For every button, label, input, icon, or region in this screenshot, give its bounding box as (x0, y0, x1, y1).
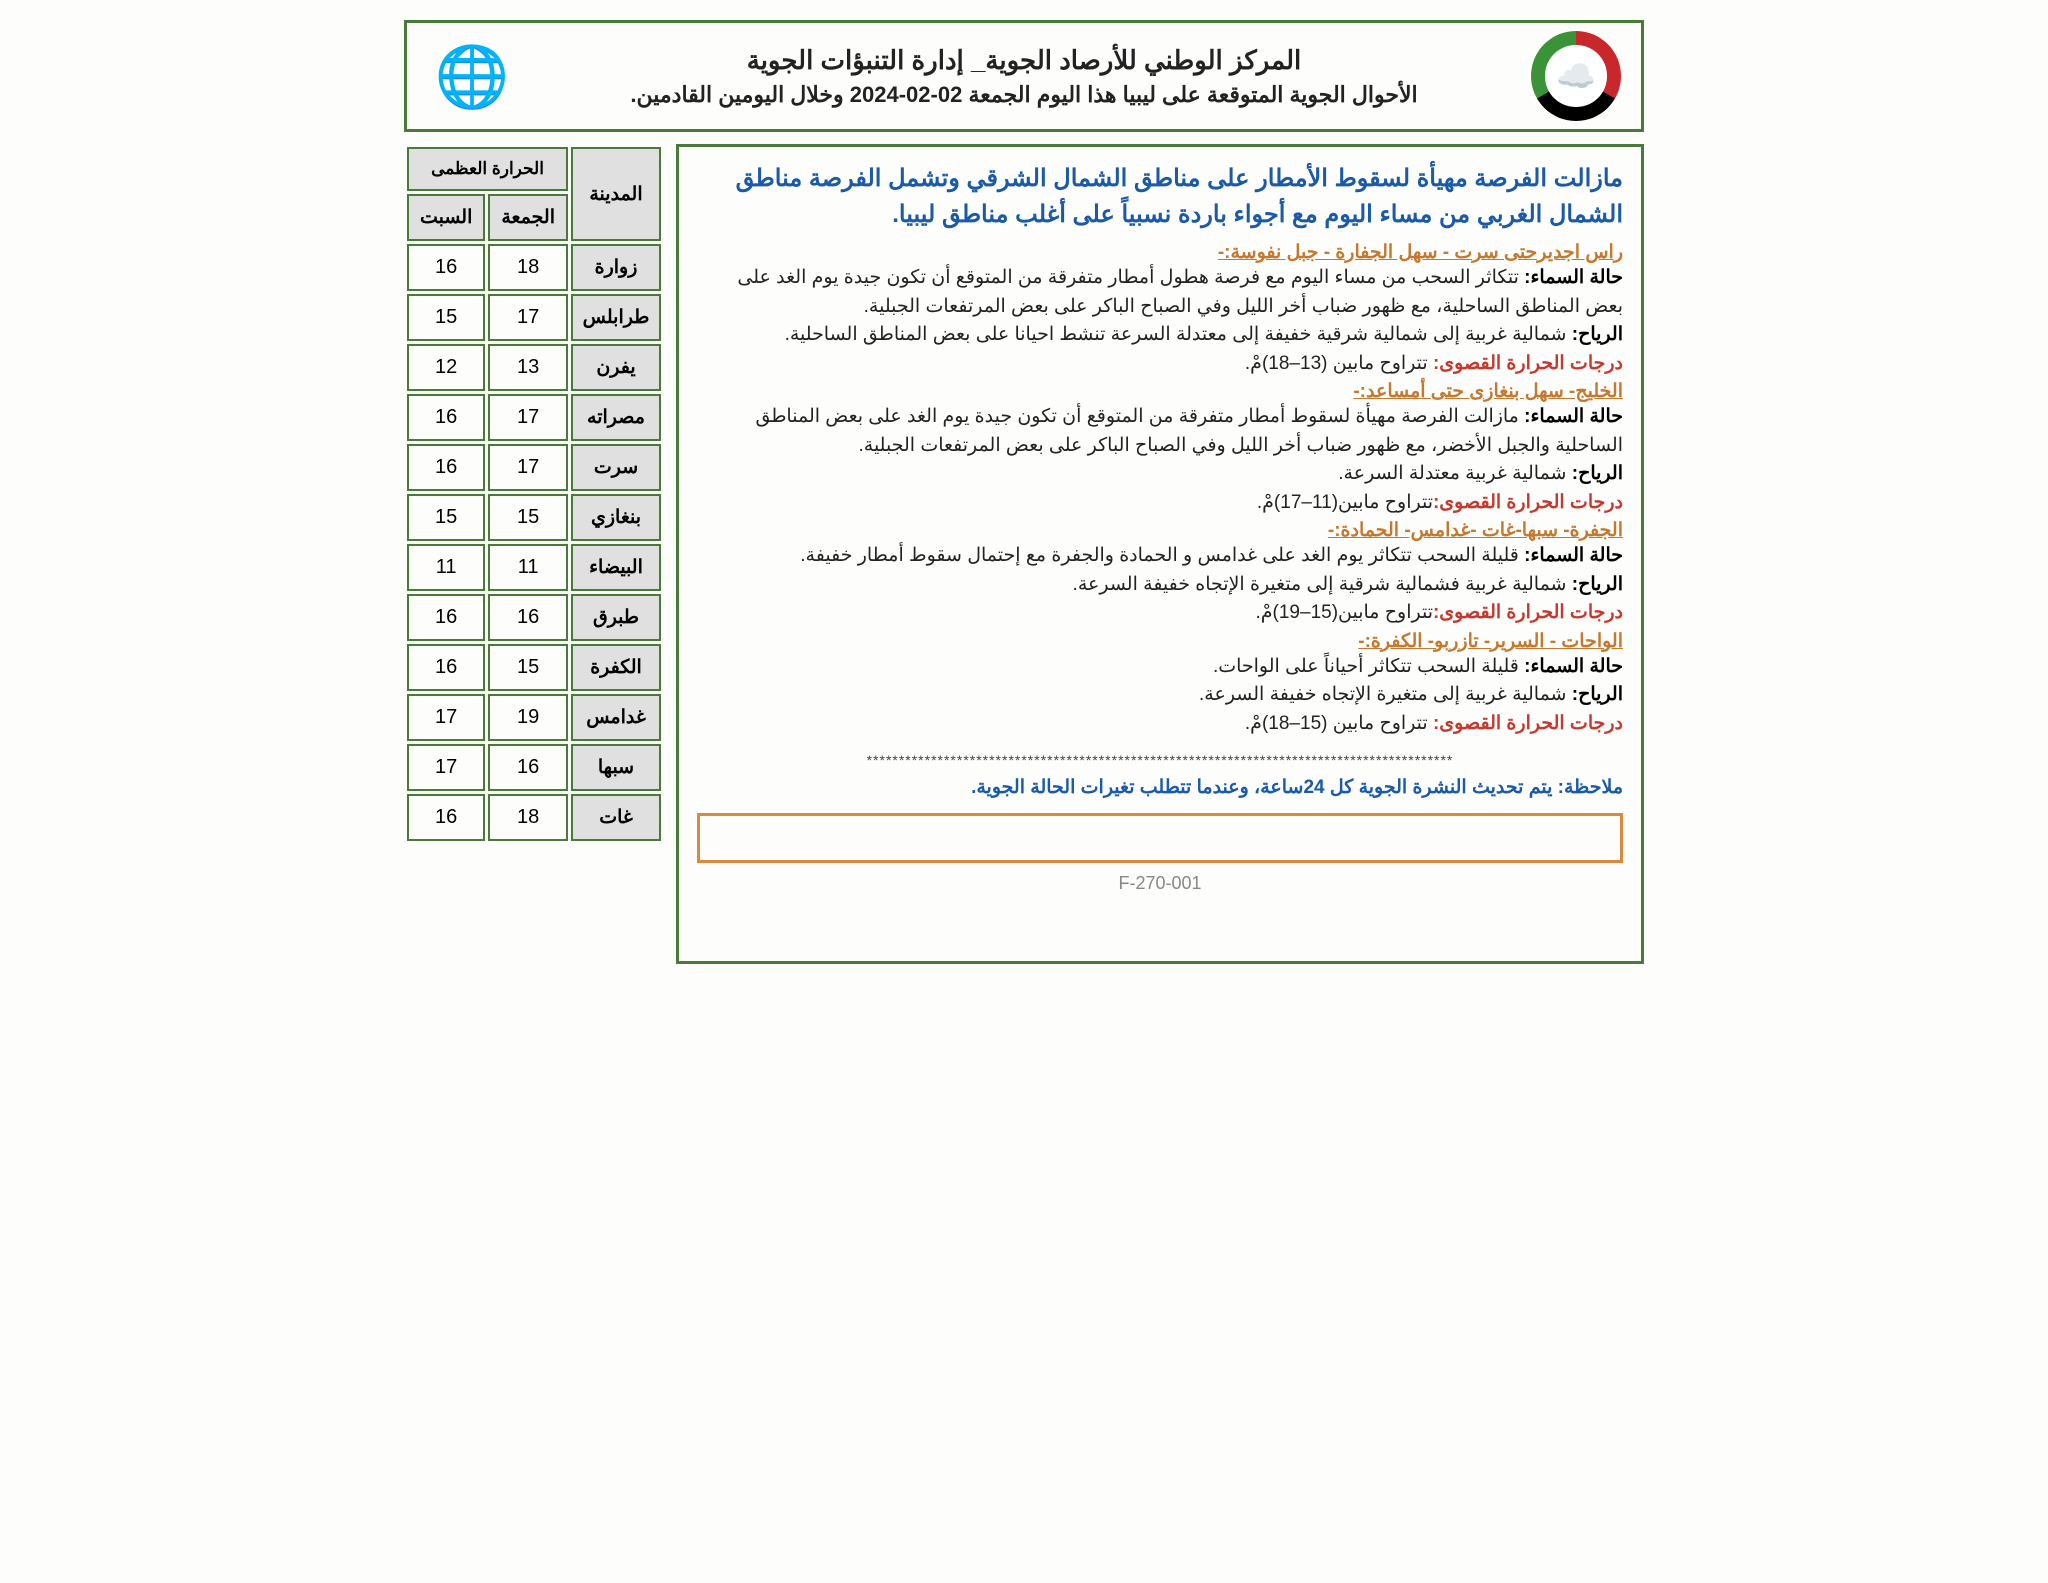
table-row: البيضاء1111 (407, 544, 661, 591)
table-row: سبها1617 (407, 744, 661, 791)
saturday-temp: 16 (407, 244, 485, 291)
header-text: المركز الوطني للأرصاد الجوية_ إدارة التن… (517, 45, 1531, 108)
table-header-saturday: السبت (407, 194, 485, 241)
table-row: بنغازي1515 (407, 494, 661, 541)
table-row: زوارة1816 (407, 244, 661, 291)
main-row: مازالت الفرصة مهيأة لسقوط الأمطار على من… (404, 144, 1644, 964)
friday-temp: 19 (488, 694, 568, 741)
header-title: المركز الوطني للأرصاد الجوية_ إدارة التن… (517, 45, 1531, 76)
friday-temp: 15 (488, 644, 568, 691)
region-temp: درجات الحرارة القصوى:تتراوح مابين(11–17)… (697, 489, 1623, 518)
friday-temp: 16 (488, 744, 568, 791)
temperature-table: المدينة الحرارة العظمى الجمعة السبت زوار… (404, 144, 664, 844)
regions-container: راس اجديرحتى سرت - سهل الجفارة - جبل نفو… (697, 241, 1623, 738)
table-row: الكفرة1516 (407, 644, 661, 691)
saturday-temp: 15 (407, 294, 485, 341)
saturday-temp: 17 (407, 744, 485, 791)
friday-temp: 17 (488, 444, 568, 491)
region-sky: حالة السماء: قليلة السحب تتكاثر أحياناً … (697, 653, 1623, 682)
region-sky: حالة السماء: تتكاثر السحب من مساء اليوم … (697, 264, 1623, 321)
city-cell: طبرق (571, 594, 661, 641)
saturday-temp: 11 (407, 544, 485, 591)
table-row: مصراته1716 (407, 394, 661, 441)
city-cell: طرابلس (571, 294, 661, 341)
region-wind: الرياح: شمالية غربية فشمالية شرقية إلى م… (697, 571, 1623, 600)
city-cell: سبها (571, 744, 661, 791)
table-row: غات1816 (407, 794, 661, 841)
friday-temp: 18 (488, 794, 568, 841)
saturday-temp: 16 (407, 644, 485, 691)
city-cell: يفرن (571, 344, 661, 391)
forecast-box: مازالت الفرصة مهيأة لسقوط الأمطار على من… (676, 144, 1644, 964)
wmo-logo: 🌐 (427, 31, 517, 121)
note-text: ملاحظة: يتم تحديث النشرة الجوية كل 24ساع… (697, 776, 1623, 799)
header-box: ☁️ المركز الوطني للأرصاد الجوية_ إدارة ا… (404, 20, 1644, 132)
friday-temp: 18 (488, 244, 568, 291)
saturday-temp: 16 (407, 444, 485, 491)
region-wind: الرياح: شمالية غربية إلى شمالية شرقية خف… (697, 321, 1623, 350)
saturday-temp: 15 (407, 494, 485, 541)
header-subtitle: الأحوال الجوية المتوقعة على ليبيا هذا ال… (517, 82, 1531, 108)
libya-met-logo: ☁️ (1531, 31, 1621, 121)
friday-temp: 13 (488, 344, 568, 391)
region-temp: درجات الحرارة القصوى:تتراوح مابين(15–19)… (697, 599, 1623, 628)
city-cell: البيضاء (571, 544, 661, 591)
separator-stars: ****************************************… (697, 752, 1623, 768)
friday-temp: 16 (488, 594, 568, 641)
table-body: زوارة1816طرابلس1715يفرن1312مصراته1716سرت… (407, 244, 661, 841)
region-sky: حالة السماء: قليلة السحب تتكاثر يوم الغد… (697, 542, 1623, 571)
city-cell: الكفرة (571, 644, 661, 691)
table-row: سرت1716 (407, 444, 661, 491)
table-header-max: الحرارة العظمى (407, 147, 568, 191)
region-heading: الجفرة- سبها-غات -غدامس- الحمادة:- (697, 519, 1623, 542)
city-cell: زوارة (571, 244, 661, 291)
city-cell: غدامس (571, 694, 661, 741)
bottom-orange-bar (697, 813, 1623, 863)
region-sky: حالة السماء: مازالت الفرصة مهيأة لسقوط أ… (697, 403, 1623, 460)
city-cell: سرت (571, 444, 661, 491)
region-wind: الرياح: شمالية غربية معتدلة السرعة. (697, 460, 1623, 489)
friday-temp: 17 (488, 394, 568, 441)
page: ☁️ المركز الوطني للأرصاد الجوية_ إدارة ا… (404, 20, 1644, 964)
region-heading: الواحات - السرير- تازربو- الكفرة:- (697, 630, 1623, 653)
footer-code: F-270-001 (697, 873, 1623, 894)
region-wind: الرياح: شمالية غربية إلى متغيرة الإتجاه … (697, 681, 1623, 710)
region-temp: درجات الحرارة القصوى: تتراوح مابين (13–1… (697, 350, 1623, 379)
friday-temp: 15 (488, 494, 568, 541)
saturday-temp: 16 (407, 794, 485, 841)
table-row: طبرق1616 (407, 594, 661, 641)
city-cell: بنغازي (571, 494, 661, 541)
saturday-temp: 17 (407, 694, 485, 741)
table-header-city: المدينة (571, 147, 661, 241)
table-row: طرابلس1715 (407, 294, 661, 341)
friday-temp: 17 (488, 294, 568, 341)
city-cell: مصراته (571, 394, 661, 441)
table-row: يفرن1312 (407, 344, 661, 391)
summary-text: مازالت الفرصة مهيأة لسقوط الأمطار على من… (697, 161, 1623, 233)
city-cell: غات (571, 794, 661, 841)
saturday-temp: 16 (407, 594, 485, 641)
saturday-temp: 16 (407, 394, 485, 441)
friday-temp: 11 (488, 544, 568, 591)
table-header-friday: الجمعة (488, 194, 568, 241)
region-heading: راس اجديرحتى سرت - سهل الجفارة - جبل نفو… (697, 241, 1623, 264)
saturday-temp: 12 (407, 344, 485, 391)
region-temp: درجات الحرارة القصوى: تتراوح مابين (15–1… (697, 710, 1623, 739)
table-row: غدامس1917 (407, 694, 661, 741)
region-heading: الخليج- سهل بنغازى حتى أمساعد:- (697, 380, 1623, 403)
